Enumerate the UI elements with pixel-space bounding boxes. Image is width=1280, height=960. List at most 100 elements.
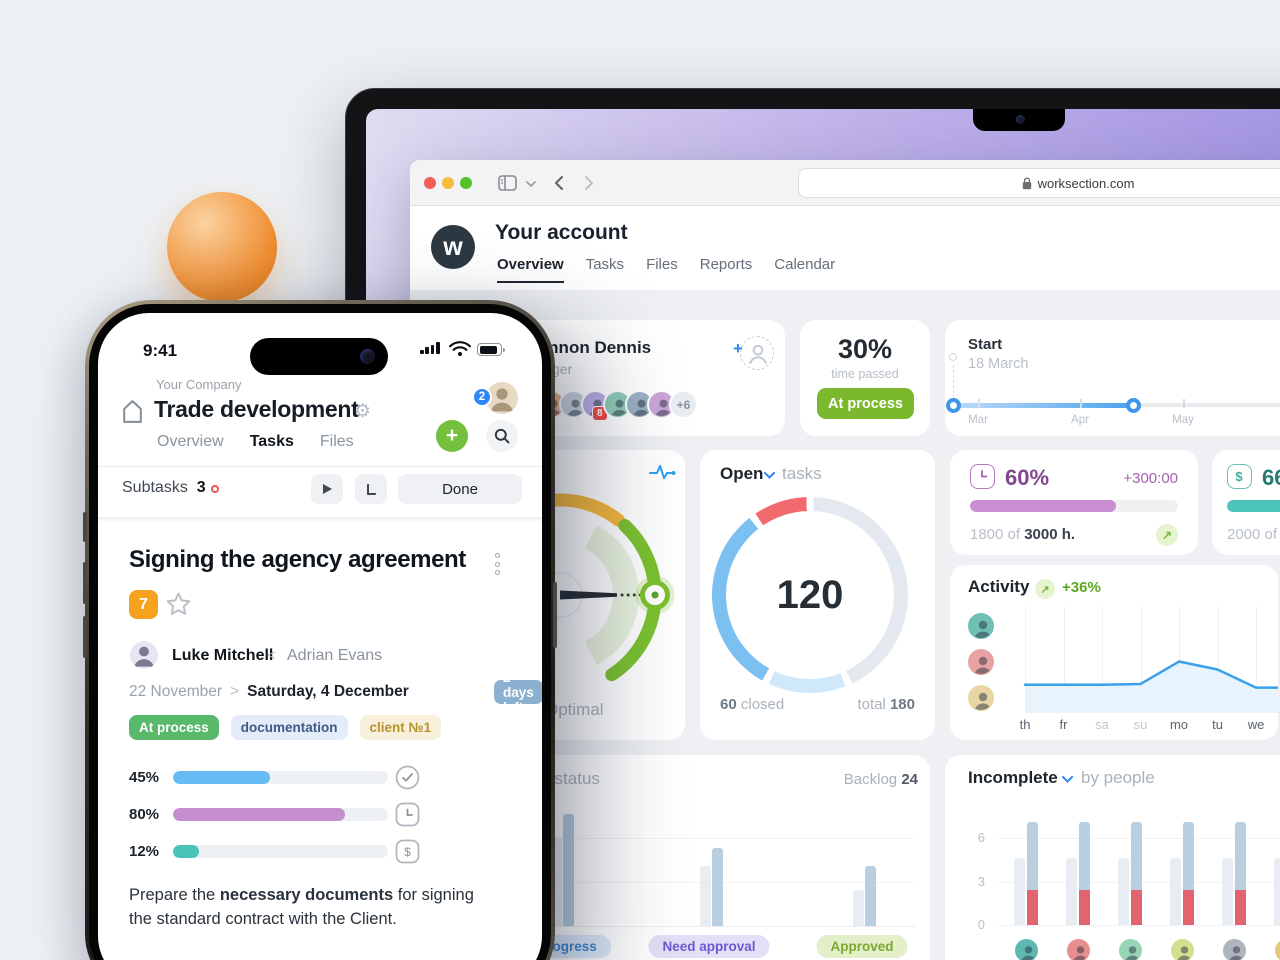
avatar-overflow-count[interactable]: +6 <box>669 390 698 419</box>
home-icon[interactable] <box>120 398 145 425</box>
incomplete-suffix: by people <box>1081 768 1155 787</box>
hours-progress-bar <box>970 500 1178 512</box>
tab-reports[interactable]: Reports <box>699 256 753 273</box>
star-icon[interactable] <box>165 591 192 617</box>
activity-delta: +36% <box>1062 579 1101 596</box>
divider <box>98 466 542 467</box>
chevron-down-icon[interactable] <box>1062 776 1073 783</box>
progress-percent: 12% <box>129 843 160 860</box>
avatar[interactable] <box>1273 937 1280 960</box>
chart-gridline <box>1179 607 1180 713</box>
page-title: Your account <box>495 221 628 244</box>
kebab-menu-icon[interactable] <box>495 553 500 575</box>
phone-tab-overview[interactable]: Overview <box>157 433 224 450</box>
search-button[interactable] <box>486 420 518 452</box>
pulse-icon[interactable] <box>649 464 676 481</box>
open-tasks-count: 120 <box>726 511 894 679</box>
project-title: Trade development <box>154 396 359 422</box>
timeline-dash-connector <box>953 365 954 398</box>
notification-badge: 2 <box>472 387 492 407</box>
phone-tab-files[interactable]: Files <box>319 433 354 450</box>
chevron-down-icon[interactable] <box>764 472 775 479</box>
clock-icon[interactable] <box>395 802 420 827</box>
add-task-button[interactable]: + <box>436 420 468 452</box>
timeline-current-dot[interactable] <box>1125 397 1141 413</box>
open-tasks-suffix: tasks <box>782 464 822 483</box>
chart-gridline <box>440 882 915 883</box>
assignee-name[interactable]: Luke Mitchell <box>172 647 274 664</box>
done-button[interactable]: Done <box>398 474 522 504</box>
avatar[interactable] <box>1221 937 1248 960</box>
account-nav-tabs: Overview Tasks Files Reports Calendar <box>497 256 835 283</box>
y-axis-tick: 3 <box>977 874 985 889</box>
incomplete-title[interactable]: Incomplete <box>968 768 1058 787</box>
bar-open <box>1183 822 1194 891</box>
bar-secondary <box>699 865 711 926</box>
chart-gridline <box>997 925 1280 926</box>
timeline-tick <box>1080 399 1082 408</box>
close-window-button[interactable] <box>424 177 436 189</box>
chart-gridline <box>1217 607 1219 713</box>
worksection-logo[interactable]: w <box>431 225 475 269</box>
zoom-window-button[interactable] <box>460 177 472 189</box>
avatar[interactable] <box>966 683 996 713</box>
tab-overview[interactable]: Overview <box>497 256 564 283</box>
activity-title: Activity <box>968 577 1030 596</box>
hours-delta: +300:00 <box>1123 470 1178 487</box>
avatar[interactable] <box>1169 937 1196 960</box>
day-label: th <box>1019 717 1031 732</box>
open-tasks-title[interactable]: Open <box>720 464 764 483</box>
progress-fill <box>173 808 345 821</box>
y-axis-tick: 6 <box>977 830 985 845</box>
bar-open <box>1079 822 1090 891</box>
tab-tasks[interactable]: Tasks <box>585 256 625 273</box>
task-tags: At process documentation client №1 <box>129 715 442 740</box>
url-text: worksection.com <box>1037 175 1135 191</box>
day-label: fr <box>1059 717 1068 732</box>
sidebar-toggle-icon[interactable] <box>498 175 517 191</box>
status-pill-approved: Approved <box>816 935 908 958</box>
check-circle-icon[interactable] <box>395 765 420 790</box>
phone-tab-tasks[interactable]: Tasks <box>249 433 294 450</box>
tag-client-№1: client №1 <box>359 715 442 740</box>
assignee-avatar[interactable] <box>130 641 158 669</box>
minimize-window-button[interactable] <box>442 177 454 189</box>
arrow-up-right-icon: ↗ <box>1035 579 1055 599</box>
bar-overdue <box>1235 890 1246 925</box>
avatar[interactable] <box>966 611 996 641</box>
forward-button[interactable] <box>584 175 594 191</box>
avatar[interactable] <box>1117 937 1144 960</box>
address-bar[interactable]: worksection.com <box>798 168 1280 198</box>
activity-avatars[interactable] <box>966 611 996 713</box>
avatar[interactable] <box>1065 937 1092 960</box>
open-tasks-footer: 60 closed total 180 <box>720 696 915 713</box>
start-timer-button[interactable] <box>311 474 343 504</box>
dollar-icon: $ <box>1227 464 1252 489</box>
bar-primary <box>711 848 723 926</box>
subtasks-label: Subtasks 3 <box>122 479 206 496</box>
timeline-start-dot[interactable] <box>945 397 961 413</box>
bar-total <box>1170 857 1181 925</box>
budget-progress-bar <box>1227 500 1280 512</box>
time-passed-card: 30% time passed At process <box>800 320 930 436</box>
delegator-name[interactable]: Adrian Evans <box>287 647 383 664</box>
tab-calendar[interactable]: Calendar <box>774 256 836 273</box>
progress-fill <box>173 771 270 784</box>
chevron-down-icon[interactable] <box>526 181 536 187</box>
avatar[interactable] <box>1013 937 1040 960</box>
gear-icon[interactable]: ⚙ <box>354 401 372 422</box>
svg-text:$: $ <box>1235 469 1243 484</box>
phone-screen: 9:41 Your Company Trade development ⚙ <box>98 313 542 960</box>
chart-gridline <box>1256 607 1257 713</box>
status-at-process-button[interactable]: At process <box>817 388 914 419</box>
add-person-button[interactable]: + <box>733 336 774 370</box>
back-button[interactable] <box>554 175 564 191</box>
day-label: su <box>1133 717 1148 732</box>
tab-files[interactable]: Files <box>646 256 678 273</box>
dollar-icon[interactable]: $ <box>395 839 420 864</box>
day-label: mo <box>1169 717 1189 732</box>
timeline-card: Start 18 March Mar Apr May <box>945 320 1280 436</box>
avatar[interactable] <box>966 647 996 677</box>
hours-progress-fill <box>970 500 1116 512</box>
log-time-button[interactable] <box>355 474 387 504</box>
